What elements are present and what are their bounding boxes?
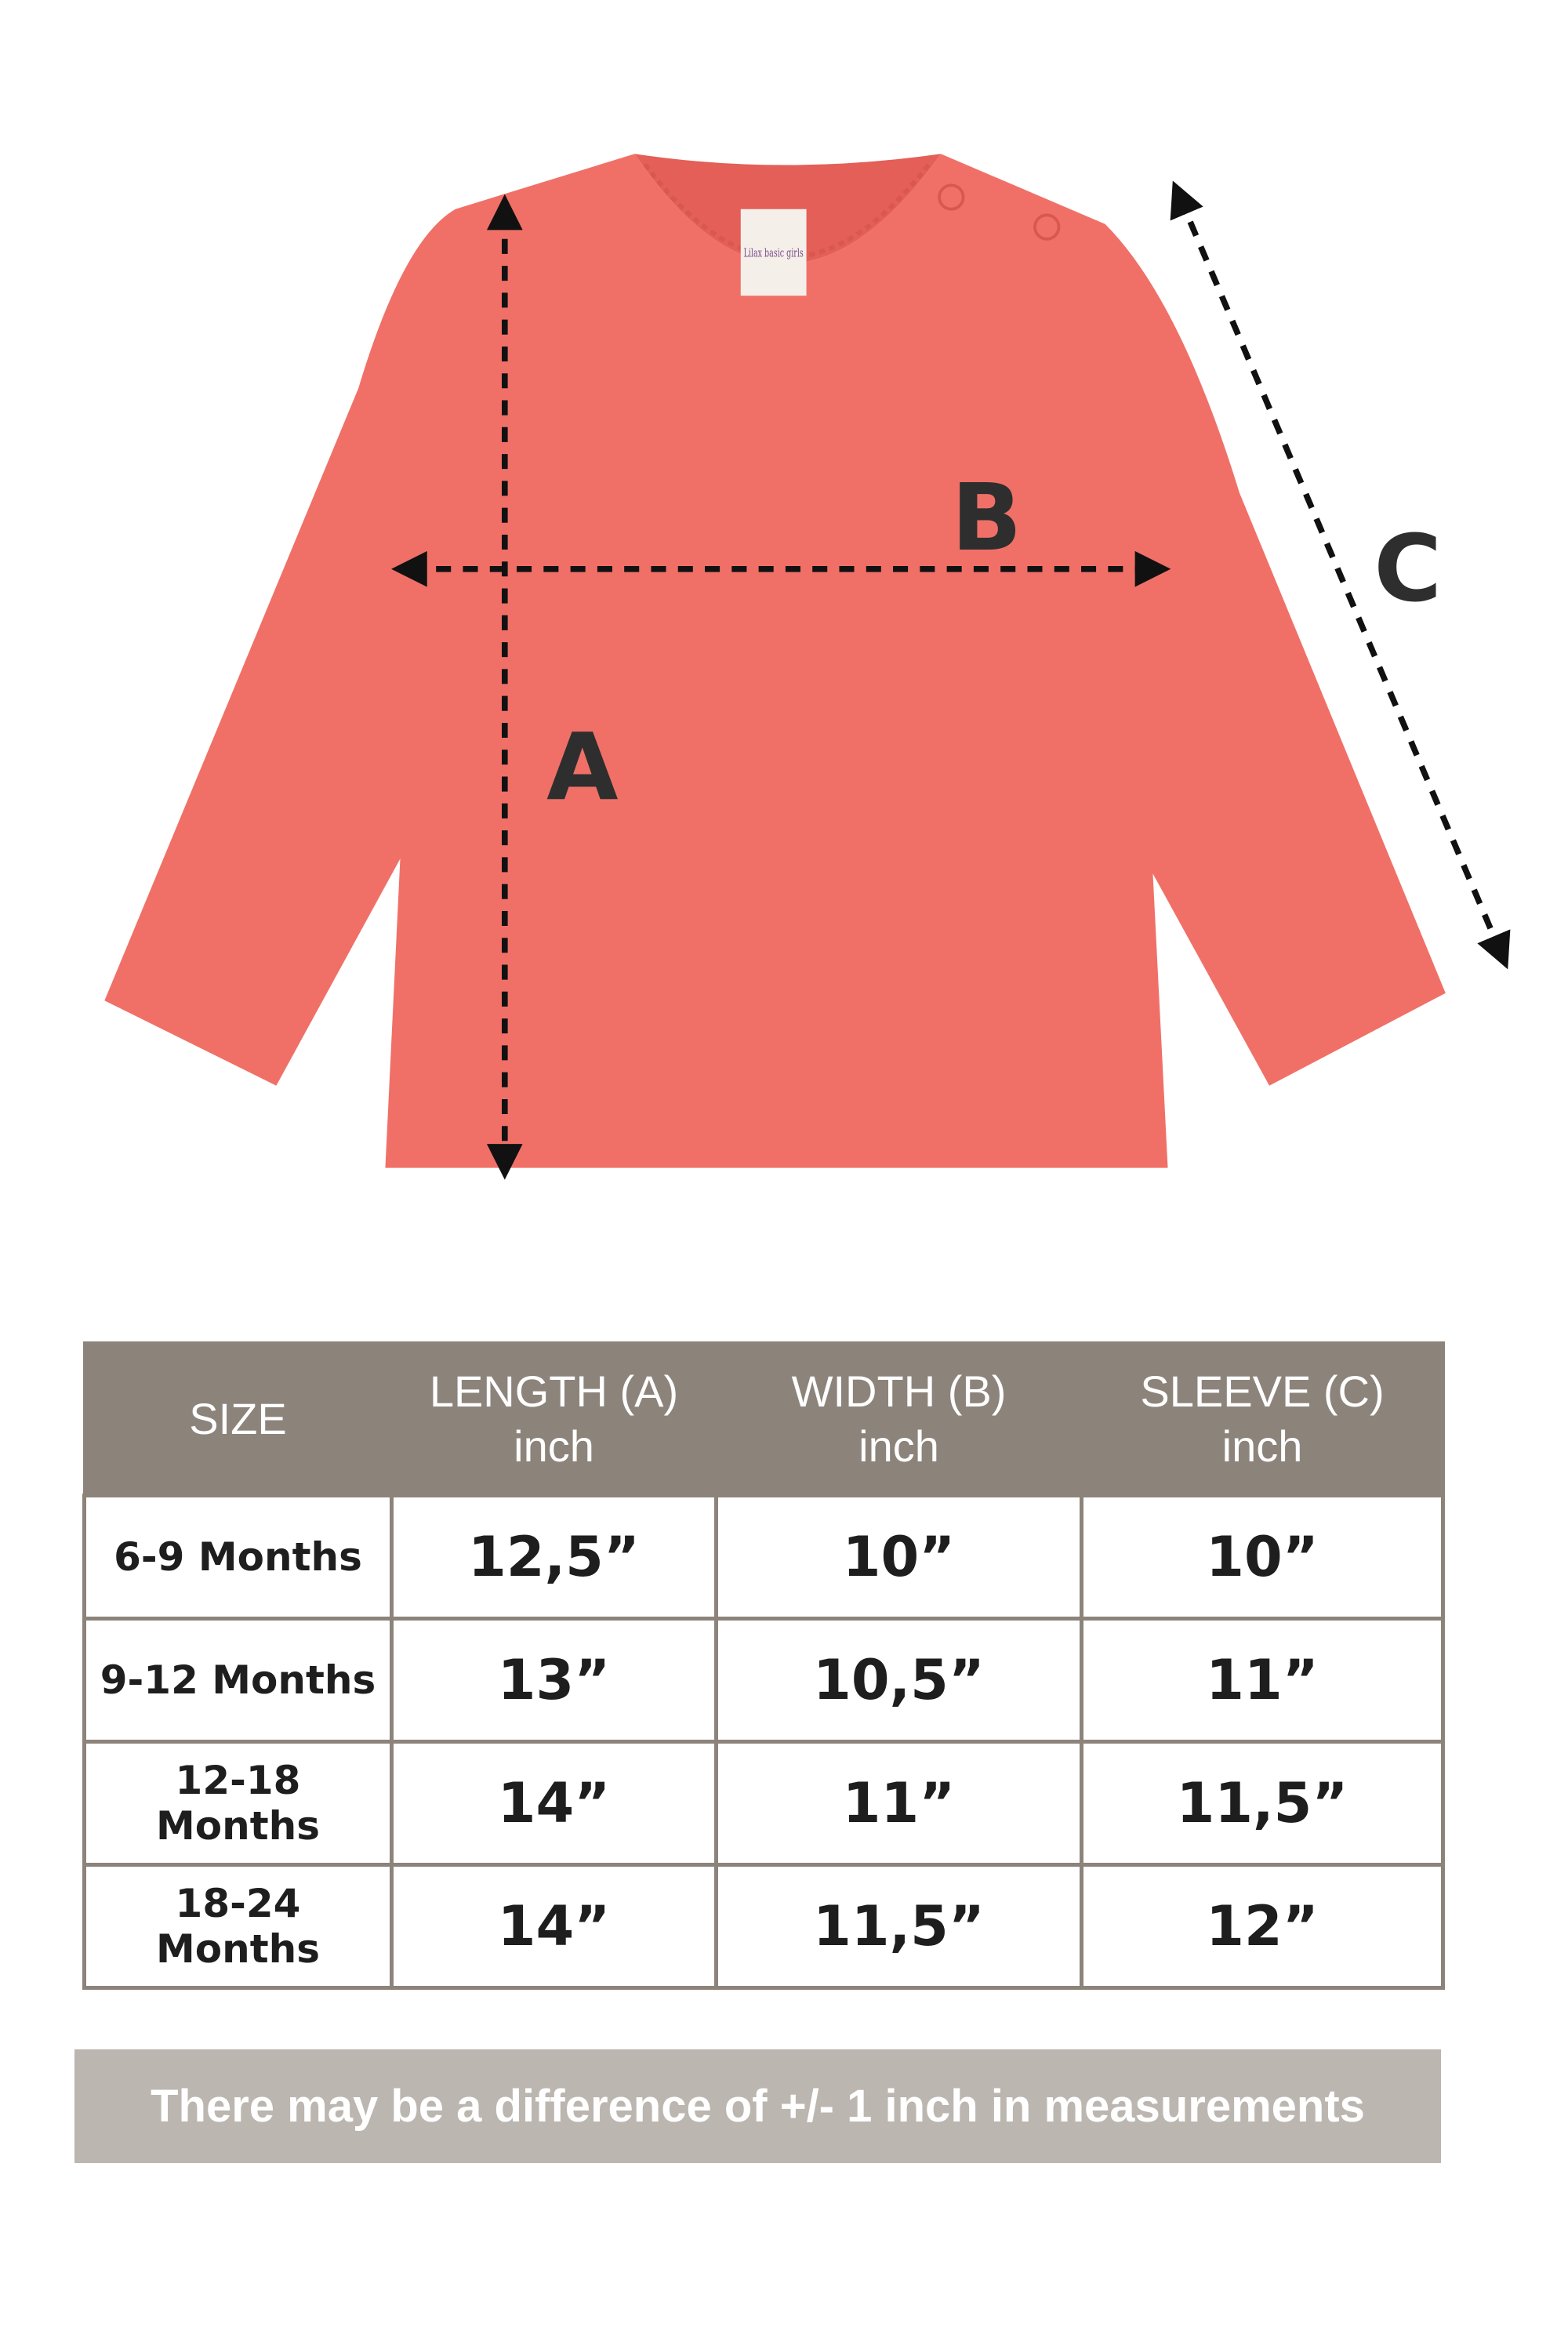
size-cell: 6-9 Months bbox=[82, 1494, 394, 1621]
header-width: WIDTH (B) inch bbox=[714, 1341, 1083, 1497]
brand-label bbox=[740, 209, 807, 296]
label-a: A bbox=[546, 713, 618, 821]
size-chart-table: SIZE LENGTH (A) inch WIDTH (B) inch SLEEVE… bbox=[82, 1341, 1445, 1990]
size-cell: 12-18 Months bbox=[82, 1740, 394, 1867]
snap-button bbox=[938, 183, 965, 211]
length-cell: 12,5” bbox=[390, 1494, 718, 1621]
header-length: LENGTH (A) inch bbox=[390, 1341, 718, 1497]
table-row: 6-9 Months 12,5” 10” 10” bbox=[82, 1494, 1445, 1621]
shirt-body bbox=[104, 154, 1446, 1168]
measurement-note: There may be a difference of +/- 1 inch … bbox=[74, 2049, 1441, 2163]
snap-button bbox=[1033, 213, 1061, 241]
header-size: SIZE bbox=[82, 1341, 394, 1497]
size-cell: 9-12 Months bbox=[82, 1617, 394, 1744]
sleeve-cell: 11,5” bbox=[1080, 1740, 1445, 1867]
width-cell: 10,5” bbox=[714, 1617, 1083, 1744]
width-cell: 11” bbox=[714, 1740, 1083, 1867]
shirt-neck-inside bbox=[634, 154, 941, 264]
label-b: B bbox=[951, 463, 1022, 572]
length-cell: 14” bbox=[390, 1740, 718, 1867]
table-row: 12-18 Months 14” 11” 11,5” bbox=[82, 1740, 1445, 1867]
length-cell: 13” bbox=[390, 1617, 718, 1744]
length-cell: 14” bbox=[390, 1863, 718, 1990]
sleeve-cell: 10” bbox=[1080, 1494, 1445, 1621]
sleeve-cell: 11” bbox=[1080, 1617, 1445, 1744]
shirt-illustration: Lilax basic girls A B C bbox=[104, 154, 1511, 1180]
width-cell: 11,5” bbox=[714, 1863, 1083, 1990]
table-header-row: SIZE LENGTH (A) inch WIDTH (B) inch SLEEVE… bbox=[82, 1341, 1445, 1497]
table-row: 18-24 Months 14” 11,5” 12” bbox=[82, 1863, 1445, 1990]
label-c: C bbox=[1374, 514, 1442, 622]
size-cell: 18-24 Months bbox=[82, 1863, 394, 1990]
width-cell: 10” bbox=[714, 1494, 1083, 1621]
sleeve-cell: 12” bbox=[1080, 1863, 1445, 1990]
brand-label-text: Lilax basic girls bbox=[744, 246, 804, 260]
header-sleeve: SLEEVE (C) inch bbox=[1080, 1341, 1445, 1497]
table-row: 9-12 Months 13” 10,5” 11” bbox=[82, 1617, 1445, 1744]
arrow-c bbox=[1170, 180, 1511, 970]
